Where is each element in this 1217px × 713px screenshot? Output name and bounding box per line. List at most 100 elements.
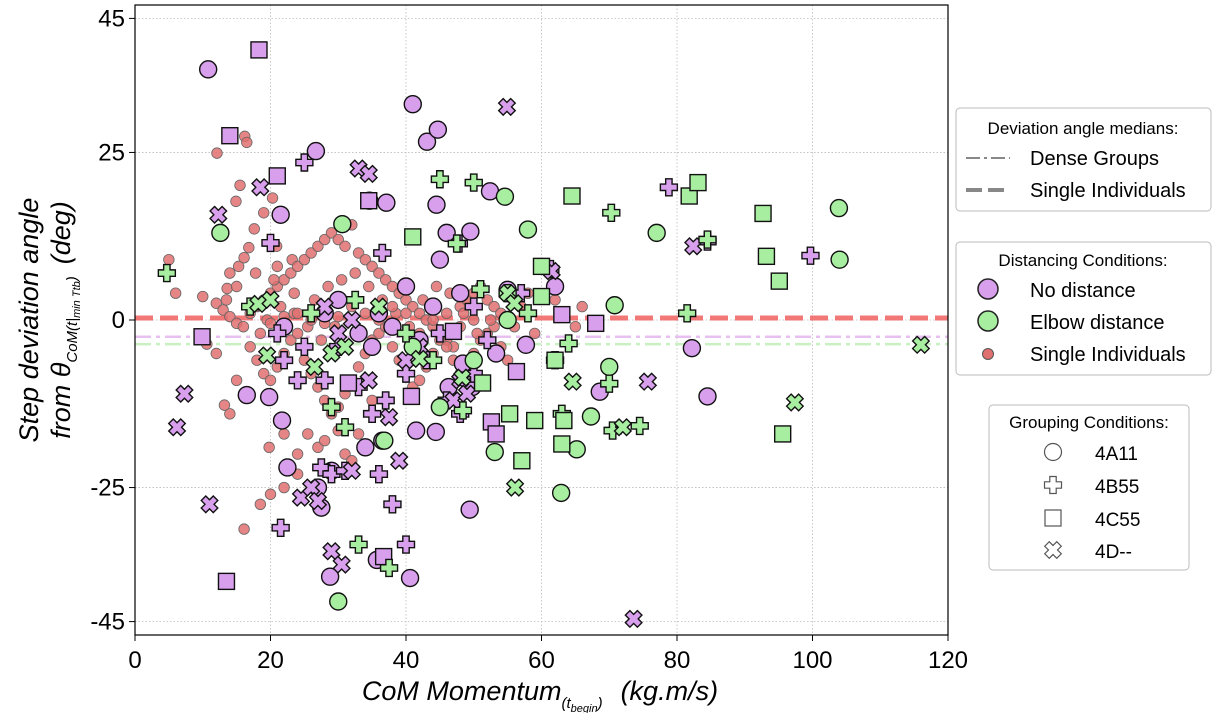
elbow-circle-point bbox=[464, 351, 483, 370]
elbow-circle-point bbox=[518, 220, 538, 239]
no-square-point bbox=[487, 425, 505, 443]
no-cross-point bbox=[328, 324, 348, 343]
no-plus-point bbox=[464, 297, 483, 316]
legend-grouping-markers bbox=[1043, 442, 1063, 560]
no-circle-point bbox=[451, 283, 470, 303]
legend-circle-marker bbox=[1043, 442, 1063, 462]
single-dot-point bbox=[220, 294, 233, 306]
single-dot-point bbox=[163, 253, 175, 266]
single-dot-point bbox=[243, 241, 255, 254]
elbow-plus-point bbox=[335, 418, 355, 437]
single-dot-point bbox=[291, 260, 304, 273]
elbow-circle-point bbox=[647, 223, 666, 243]
elbow-cross-point bbox=[369, 297, 389, 316]
legend-distancing-title: Distancing Conditions: bbox=[998, 251, 1167, 270]
no-plus-point bbox=[369, 464, 389, 484]
elbow-plus-point bbox=[349, 535, 368, 554]
legend-cross-marker bbox=[1043, 540, 1063, 560]
no-circle-point bbox=[396, 277, 416, 296]
no-square-point bbox=[553, 305, 571, 324]
single-dot-point bbox=[440, 307, 453, 319]
no-cross-point bbox=[389, 451, 409, 471]
no-circle-point bbox=[406, 421, 426, 440]
no-cross-point bbox=[342, 461, 362, 481]
no-circle-point bbox=[377, 193, 396, 212]
single-dot-point bbox=[319, 434, 331, 447]
single-dot-point bbox=[332, 233, 344, 246]
elbow-circle-point bbox=[567, 440, 586, 459]
elbow-plus-point bbox=[345, 290, 365, 310]
single-dot-point bbox=[254, 327, 267, 340]
y-tick-label: -25 bbox=[90, 475, 125, 502]
no-cross-point bbox=[624, 609, 643, 629]
single-dot-point bbox=[386, 341, 399, 353]
elbow-plus-point bbox=[471, 279, 490, 299]
elbow-circle-point bbox=[375, 431, 394, 450]
single-dot-point bbox=[224, 310, 236, 323]
no-circle-point bbox=[461, 222, 480, 241]
elbow-plus-point bbox=[559, 334, 578, 353]
single-dot-point bbox=[569, 321, 582, 333]
elbow-circle-point bbox=[829, 198, 849, 218]
elbow-square-point bbox=[500, 405, 519, 423]
no-circle-point bbox=[362, 337, 382, 357]
no-circle-point bbox=[237, 385, 256, 405]
x-axis-title-sub: (t bbox=[561, 695, 571, 712]
elbow-plus-point bbox=[603, 421, 622, 440]
no-square-point bbox=[402, 387, 421, 406]
no-cross-point bbox=[332, 555, 351, 574]
elbow-circle-point bbox=[600, 357, 619, 377]
no-circle-point bbox=[486, 344, 506, 363]
legend-dense-groups-label: Dense Groups bbox=[1030, 148, 1159, 170]
legend-grouping: Grouping Conditions: 4A11 4B55 4C55 4D-- bbox=[988, 404, 1190, 571]
elbow-square-point bbox=[473, 374, 492, 392]
single-dot-point bbox=[217, 304, 229, 316]
single-dot-point bbox=[234, 179, 246, 191]
elbow-square-point bbox=[680, 187, 698, 205]
elbow-circle-point bbox=[605, 296, 624, 315]
single-dot-point bbox=[312, 441, 324, 454]
single-dot-point bbox=[312, 240, 324, 252]
elbow-circle-point bbox=[495, 187, 515, 206]
no-circle-point bbox=[400, 568, 420, 588]
y-axis-title: Step deviation angle from θCoM(t|min Ttb… bbox=[14, 198, 83, 443]
elbow-plus-point bbox=[453, 401, 473, 420]
single-dot-point bbox=[373, 327, 385, 340]
no-cross-point bbox=[322, 541, 341, 561]
elbow-plus-point bbox=[379, 558, 399, 578]
no-cross-point bbox=[209, 205, 228, 225]
single-dot-point bbox=[230, 280, 243, 293]
single-dot-point bbox=[359, 253, 372, 266]
legend-distancing-box bbox=[955, 241, 1212, 376]
elbow-cross-point bbox=[785, 393, 805, 412]
single-dot-point bbox=[285, 334, 297, 346]
single-dot-point bbox=[197, 290, 209, 303]
no-circle-point bbox=[329, 290, 348, 310]
elbow-square-point bbox=[689, 173, 707, 192]
y-axis-title-line2-post: (deg) bbox=[46, 201, 76, 264]
single-dot-point bbox=[288, 287, 300, 299]
single-dot-point bbox=[268, 274, 280, 286]
no-cross-point bbox=[638, 372, 658, 391]
single-dot-point bbox=[244, 341, 256, 353]
y-tick-label: 25 bbox=[98, 139, 125, 166]
single-dot-point bbox=[373, 267, 385, 279]
elbow-plus-point bbox=[157, 263, 177, 283]
data-points bbox=[157, 41, 931, 629]
elbow-cross-point bbox=[410, 349, 429, 369]
single-dot-point bbox=[413, 374, 426, 387]
legend-single-individuals-marker bbox=[982, 348, 994, 360]
elbow-circle-point bbox=[430, 397, 450, 417]
no-plus-point bbox=[801, 246, 820, 265]
single-dot-point bbox=[319, 233, 331, 246]
x-axis-title-sub-close: ) bbox=[596, 695, 603, 712]
elbow-square-point bbox=[532, 287, 551, 306]
single-dot-point bbox=[352, 247, 365, 259]
single-dot-point bbox=[291, 327, 304, 340]
single-dot-point bbox=[352, 361, 365, 373]
elbow-circle-point bbox=[581, 407, 601, 426]
legend-medians-box bbox=[955, 107, 1212, 212]
elbow-square-point bbox=[555, 411, 573, 430]
single-dot-point bbox=[430, 280, 443, 293]
